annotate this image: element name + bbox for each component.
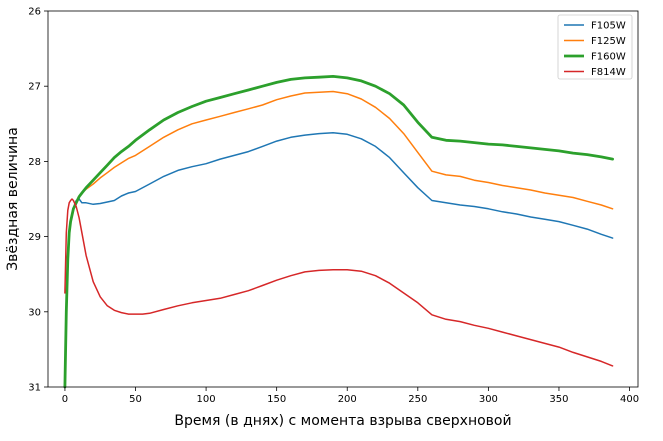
series-layer xyxy=(63,75,614,389)
y-tick-label: 28 xyxy=(28,157,41,168)
x-tick-label: 300 xyxy=(479,394,498,405)
x-tick-label: 100 xyxy=(197,394,216,405)
x-tick-label: 200 xyxy=(338,394,357,405)
legend: F105W F125W F160W F814W xyxy=(557,14,633,80)
x-tick-label: 250 xyxy=(408,394,427,405)
y-tick-label: 26 xyxy=(28,7,41,18)
plot-frame xyxy=(47,10,639,388)
y-tick-label: 30 xyxy=(28,307,41,318)
x-tick-label: 50 xyxy=(129,394,142,405)
legend-label-f105w: F105W xyxy=(591,21,626,32)
y-tick-label: 27 xyxy=(28,82,41,93)
y-axis-title: Звёздная величина xyxy=(5,127,21,271)
x-tick-label: 350 xyxy=(549,394,568,405)
ticks-layer: 0 50 100 150 200 250 300 350 400 26 27 28 29 30 31 xyxy=(28,7,639,406)
x-tick-label: 400 xyxy=(620,394,639,405)
legend-label-f160w: F160W xyxy=(591,52,626,63)
y-tick-label: 31 xyxy=(28,383,41,394)
y-tick-label: 29 xyxy=(28,232,41,243)
legend-label-f814w: F814W xyxy=(591,67,626,78)
x-axis-title: Время (в днях) с момента взрыва сверхнов… xyxy=(174,413,511,429)
legend-label-f125w: F125W xyxy=(591,36,626,47)
legend-frame xyxy=(557,14,633,80)
plot-area xyxy=(48,11,638,387)
series-line-f814w xyxy=(64,198,614,367)
series-line-f105w xyxy=(64,132,614,388)
x-tick-label: 150 xyxy=(267,394,286,405)
x-tick-label: 0 xyxy=(62,394,68,405)
series-line-f160w xyxy=(63,75,614,389)
